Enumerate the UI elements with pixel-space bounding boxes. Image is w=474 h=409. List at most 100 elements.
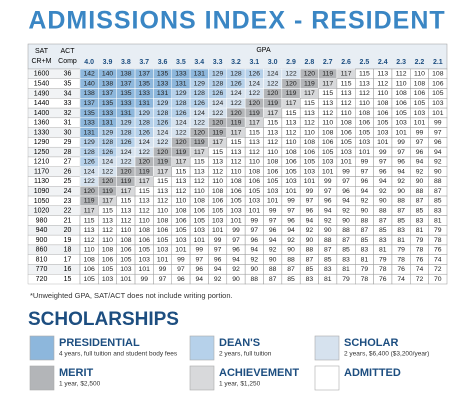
act-value: 15 xyxy=(64,276,72,283)
footnote: *Unweighted GPA, SAT/ACT does not includ… xyxy=(30,291,233,300)
gpa-header: GPA xyxy=(256,47,271,54)
index-value: 131 xyxy=(157,90,169,97)
act-value: 36 xyxy=(64,71,72,78)
index-value: 94 xyxy=(251,247,259,254)
index-value: 101 xyxy=(249,208,261,215)
index-value: 99 xyxy=(140,276,148,283)
index-value: 99 xyxy=(177,256,185,263)
index-value: 113 xyxy=(84,227,95,234)
index-value: 81 xyxy=(434,217,442,224)
legend-details: 1 year, $1,250 xyxy=(219,381,261,388)
index-value: 112 xyxy=(286,129,297,136)
gpa-value: 3.3 xyxy=(213,59,223,66)
sat-value: 1090 xyxy=(34,188,50,195)
index-value: 99 xyxy=(195,247,203,254)
index-value: 110 xyxy=(267,149,278,156)
index-value: 105 xyxy=(395,110,407,117)
legend-name: ACHIEVEMENT xyxy=(219,367,299,379)
index-value: 85 xyxy=(379,227,387,234)
index-value: 90 xyxy=(379,198,387,205)
sat-header: CR+M xyxy=(31,58,51,65)
gpa-value: 2.9 xyxy=(286,59,296,66)
gpa-value: 3.7 xyxy=(139,59,149,66)
index-value: 117 xyxy=(194,149,205,156)
index-value: 133 xyxy=(102,110,114,117)
index-value: 90 xyxy=(324,227,332,234)
index-value: 115 xyxy=(102,208,113,215)
index-value: 85 xyxy=(287,276,295,283)
index-value: 85 xyxy=(434,198,442,205)
legend-details: 1 year, $2,500 xyxy=(59,381,101,388)
index-value: 140 xyxy=(102,71,114,78)
index-value: 88 xyxy=(434,178,442,185)
act-header: ACT xyxy=(61,48,76,55)
index-value: 119 xyxy=(322,71,333,78)
index-value: 105 xyxy=(102,266,114,273)
legend-swatch xyxy=(29,335,55,361)
index-value: 83 xyxy=(361,247,369,254)
index-value: 112 xyxy=(341,100,352,107)
section-title: SCHOLARSHIPS xyxy=(28,309,179,330)
index-value: 99 xyxy=(434,120,442,127)
act-value: 17 xyxy=(64,256,72,263)
sat-value: 900 xyxy=(36,237,48,244)
index-value: 126 xyxy=(139,129,151,136)
sat-value: 1250 xyxy=(34,149,50,156)
index-value: 99 xyxy=(287,198,295,205)
gpa-value: 3.0 xyxy=(268,59,278,66)
index-value: 106 xyxy=(157,227,169,234)
index-value: 106 xyxy=(249,178,261,185)
act-value: 35 xyxy=(64,81,72,88)
index-value: 108 xyxy=(322,129,334,136)
index-value: 92 xyxy=(397,178,405,185)
index-value: 103 xyxy=(285,178,297,185)
index-value: 117 xyxy=(341,71,352,78)
index-value: 97 xyxy=(434,129,442,136)
sat-value: 1440 xyxy=(34,100,50,107)
index-value: 126 xyxy=(175,110,187,117)
index-value: 90 xyxy=(342,217,350,224)
index-value: 115 xyxy=(322,90,333,97)
index-value: 90 xyxy=(232,276,240,283)
index-value: 128 xyxy=(157,110,169,117)
index-value: 128 xyxy=(212,80,224,87)
index-value: 113 xyxy=(139,198,150,205)
index-value: 81 xyxy=(379,247,387,254)
index-value: 101 xyxy=(359,149,371,156)
index-value: 99 xyxy=(306,188,314,195)
act-value: 19 xyxy=(64,237,72,244)
index-value: 122 xyxy=(194,120,206,127)
index-value: 119 xyxy=(304,80,315,87)
index-value: 133 xyxy=(120,100,132,107)
index-value: 108 xyxy=(120,237,132,244)
index-value: 103 xyxy=(139,256,151,263)
index-value: 108 xyxy=(267,159,279,166)
index-value: 96 xyxy=(177,276,185,283)
index-value: 138 xyxy=(120,71,132,78)
index-value: 94 xyxy=(324,208,332,215)
index-value: 112 xyxy=(322,110,333,117)
index-value: 103 xyxy=(414,110,426,117)
act-value: 32 xyxy=(64,110,72,117)
index-value: 101 xyxy=(139,266,151,273)
index-value: 112 xyxy=(359,90,370,97)
legend-details: 4 years, full tuition and student body f… xyxy=(59,351,178,358)
index-value: 106 xyxy=(102,256,114,263)
index-value: 115 xyxy=(249,129,260,136)
index-value: 106 xyxy=(84,266,96,273)
index-value: 103 xyxy=(359,139,371,146)
index-value: 131 xyxy=(84,129,96,136)
index-value: 122 xyxy=(175,129,187,136)
gpa-value: 3.4 xyxy=(194,59,204,66)
index-value: 81 xyxy=(416,227,424,234)
index-value: 97 xyxy=(269,217,277,224)
index-value: 115 xyxy=(359,71,370,78)
index-value: 117 xyxy=(249,120,260,127)
index-value: 129 xyxy=(120,120,132,127)
index-value: 87 xyxy=(324,247,332,254)
index-value: 128 xyxy=(175,100,187,107)
index-value: 113 xyxy=(194,168,205,175)
index-value: 85 xyxy=(342,247,350,254)
index-value: 115 xyxy=(139,188,150,195)
